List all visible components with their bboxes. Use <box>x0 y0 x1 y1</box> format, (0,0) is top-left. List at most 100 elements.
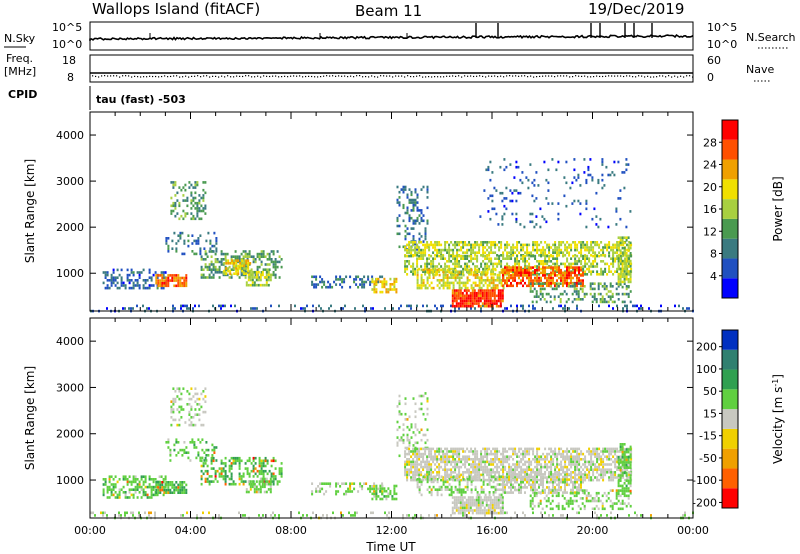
scatter-region-13 <box>502 473 584 494</box>
power-colorbar: 28 24 20 16 12 8 4 Power [dB] <box>703 119 785 299</box>
x-tick-label: 08:00 <box>275 524 307 537</box>
scatter-region-11 <box>404 241 633 257</box>
y-tick-label: 4000 <box>56 335 84 348</box>
date-title: 19/Dec/2019 <box>588 0 684 18</box>
scatter-region-5 <box>245 477 272 494</box>
power-colorbar-ticks: 28 24 20 16 12 8 4 <box>703 136 722 283</box>
scatter-region-10 <box>396 185 429 251</box>
scatter-region-14 <box>529 489 632 511</box>
scatter-region-8 <box>311 275 384 289</box>
freq-tick-top: 18 <box>62 54 76 67</box>
colorbar-tick-label: 8 <box>710 248 717 261</box>
nsearch-tick-top: 10^5 <box>707 21 737 34</box>
velocity-colorbar-ticks: 200 100 50 15 -15 -50 -100 -200 <box>692 341 722 509</box>
velocity-panel: 1000 2000 3000 4000 00:00 04:00 08:00 12:00 16:… <box>23 317 709 554</box>
colorbar-segment <box>722 389 738 410</box>
x-tick-label: 12:00 <box>376 524 408 537</box>
colorbar-segment <box>722 139 738 160</box>
scatter-region-9 <box>371 277 398 294</box>
y-tick-label: 4000 <box>56 129 84 142</box>
velocity-colorbar-label: Velocity [m s-1] <box>771 374 785 464</box>
colorbar-segment <box>722 428 738 449</box>
freq-panel <box>89 54 694 83</box>
velocity-colorbar: 200 100 50 15 -15 -50 -100 -200 Velocity [m s-1… <box>692 329 785 509</box>
beam-title: Beam 11 <box>355 2 422 20</box>
station-title: Wallops Island (fitACF) <box>92 0 260 18</box>
scatter-region-12 <box>451 496 504 515</box>
power-panel: 1000 2000 3000 4000 Slant Range [km] <box>23 111 694 313</box>
colorbar-segment <box>722 488 738 508</box>
colorbar-tick-label: -50 <box>699 452 717 465</box>
scatter-region-11 <box>416 475 505 497</box>
nsky-tick-top: 10^5 <box>52 21 82 34</box>
y-tick-label: 3000 <box>56 381 84 394</box>
colorbar-tick-label: -100 <box>692 474 717 487</box>
colorbar-tick-label: 28 <box>703 136 717 149</box>
colorbar-tick-label: 20 <box>703 181 717 194</box>
colorbar-segment <box>722 369 738 390</box>
nave-tick-bottom: 0 <box>707 71 714 84</box>
scatter-region-3 <box>165 231 218 256</box>
colorbar-segment <box>722 238 738 259</box>
colorbar-segment <box>722 218 738 239</box>
scatter-region-6 <box>245 270 272 287</box>
scatter-region-15 <box>502 266 584 288</box>
colorbar-tick-label: 12 <box>703 225 717 238</box>
colorbar-segment <box>722 468 738 489</box>
colorbar-segment <box>722 409 738 429</box>
velocity-y-axis-label: Slant Range [km] <box>23 366 37 470</box>
scatter-region-16 <box>529 282 632 304</box>
y-tick-label: 2000 <box>56 428 84 441</box>
y-tick-label: 1000 <box>56 267 84 280</box>
colorbar-tick-label: 50 <box>703 385 717 398</box>
freq-unit: [MHz] <box>4 65 36 78</box>
velocity-pixels <box>90 387 694 520</box>
scatter-region-0 <box>102 475 167 499</box>
nsky-label: N.Sky <box>4 32 36 45</box>
power-colorbar-label: Power [dB] <box>771 176 785 241</box>
freq-tick-bottom: 8 <box>67 71 74 84</box>
colorbar-tick-label: 15 <box>703 407 717 420</box>
colorbar-segment <box>722 179 738 200</box>
x-tick-label: 00:00 <box>677 524 709 537</box>
y-tick-label: 2000 <box>56 221 84 234</box>
time-axis-label: Time UT <box>365 540 416 554</box>
nsearch-tick-bottom: 10^0 <box>707 38 737 51</box>
cpid-label: CPID <box>8 88 37 101</box>
scatter-region-13 <box>416 268 505 290</box>
velocity-x-ticks: 00:00 04:00 08:00 12:00 16:00 20:00 00:00 <box>74 318 709 537</box>
scatter-region-14 <box>451 289 504 308</box>
scatter-region-1 <box>155 274 188 288</box>
colorbar-segment <box>722 258 738 279</box>
x-tick-label: 16:00 <box>476 524 508 537</box>
colorbar-segment <box>722 199 738 219</box>
freq-label: Freq. <box>6 52 33 65</box>
power-x-ticks <box>89 112 694 311</box>
nsearch-label: N.Search <box>746 31 796 44</box>
x-tick-label: 04:00 <box>175 524 207 537</box>
colorbar-segment <box>722 330 738 350</box>
colorbar-tick-label: -15 <box>699 430 717 443</box>
freq-trace <box>90 72 694 78</box>
scatter-region-17 <box>479 158 632 229</box>
scatter-region-1 <box>155 481 188 494</box>
power-y-axis-label: Slant Range [km] <box>23 159 37 263</box>
colorbar-segment <box>722 448 738 469</box>
power-y-ticks: 1000 2000 3000 4000 <box>56 129 693 280</box>
colorbar-segment <box>722 278 738 298</box>
colorbar-tick-label: 4 <box>710 270 717 283</box>
scatter-region-5 <box>223 259 252 275</box>
scatter-region-8 <box>371 484 398 501</box>
nsky-tick-bottom: 10^0 <box>52 38 82 51</box>
colorbar-tick-label: -200 <box>692 496 717 509</box>
x-tick-label: 20:00 <box>577 524 609 537</box>
colorbar-tick-label: 16 <box>703 203 717 216</box>
nsky-trace <box>89 23 694 41</box>
scatter-region-15 <box>617 443 632 495</box>
velocity-y-ticks: 1000 2000 3000 4000 <box>56 335 693 487</box>
x-tick-label: 00:00 <box>74 524 106 537</box>
colorbar-tick-label: 200 <box>696 341 717 354</box>
colorbar-segment <box>722 120 738 140</box>
scatter-region-9 <box>396 392 429 458</box>
